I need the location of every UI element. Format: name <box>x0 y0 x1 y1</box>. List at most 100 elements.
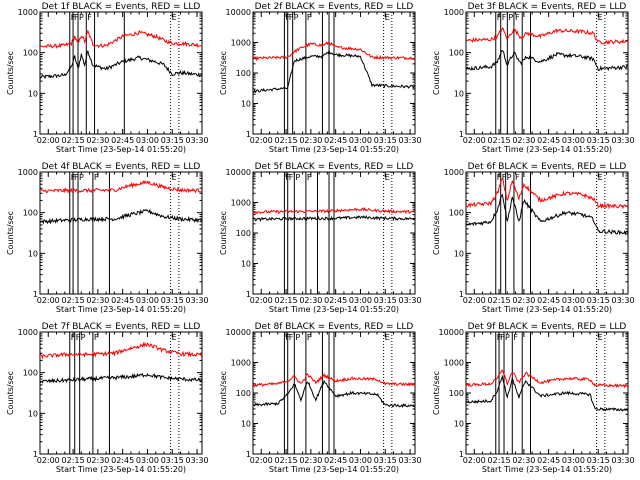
x-tick-label: 02:45 <box>537 296 560 305</box>
x-tick-label: 03:30 <box>186 296 209 305</box>
event-marker-label: E <box>172 13 177 22</box>
x-axis-title: Start Time (23-Sep-14 01:55:20) <box>482 145 612 154</box>
chart-panel-5: Det 5f BLACK = Events, RED = LLD 1 10 100 10… <box>219 162 422 314</box>
x-tick-label: 02:30 <box>512 136 535 145</box>
event-marker-label: P <box>79 173 84 182</box>
series-line-lld <box>253 41 415 62</box>
x-tick-label: 03:15 <box>161 296 184 305</box>
x-axis-title: Start Time (23-Sep-14 01:55:20) <box>269 465 399 474</box>
series-line-lld <box>253 372 415 388</box>
y-tick-label: 10000 <box>226 8 251 17</box>
x-tick-label: 02:00 <box>37 296 60 305</box>
x-tick-label: 02:15 <box>488 296 511 305</box>
y-tick-label: 1000 <box>444 168 464 177</box>
y-tick-label: 10000 <box>226 168 251 177</box>
series-line-lld <box>40 341 202 360</box>
series-line-events <box>466 374 628 412</box>
series-line-events <box>253 215 415 222</box>
x-tick-label: 03:30 <box>612 456 635 465</box>
x-tick-label: 03:00 <box>136 456 159 465</box>
event-marker-label: F <box>76 333 81 342</box>
y-tick-label: 1000 <box>18 168 38 177</box>
event-marker-label: F <box>497 13 502 22</box>
event-marker-label: E <box>385 333 390 342</box>
x-tick-label: 02:30 <box>512 456 535 465</box>
chart-title: Det 8f BLACK = Events, RED = LLD <box>255 322 414 332</box>
event-marker-label: F <box>502 13 507 22</box>
y-tick-label: 10 <box>28 409 38 418</box>
y-tick-label: 100 <box>23 369 38 378</box>
y-tick-label: 1000 <box>444 359 464 368</box>
y-tick-label: 1 <box>33 290 38 299</box>
x-tick-label: 03:00 <box>136 296 159 305</box>
event-marker-label: F <box>94 333 99 342</box>
chart-panel-1: Det 1f BLACK = Events, RED = LLD 1 10 100 10… <box>6 2 209 154</box>
event-marker-label: F <box>289 13 294 22</box>
plot-frame <box>465 11 629 135</box>
x-tick-label: 02:00 <box>463 456 486 465</box>
event-marker-label: F <box>307 173 312 182</box>
y-tick-label: 100 <box>23 209 38 218</box>
x-tick-label: 02:45 <box>537 136 560 145</box>
chart-title: Det 1f BLACK = Events, RED = LLD <box>42 2 201 12</box>
y-tick-label: 1 <box>246 450 251 459</box>
series-line-events <box>253 379 415 409</box>
series-line-lld <box>466 177 628 210</box>
y-tick-label: 1 <box>459 450 464 459</box>
y-axis-title: Counts/sec <box>219 211 228 255</box>
x-tick-label: 02:15 <box>275 456 298 465</box>
plot-frame <box>39 331 203 455</box>
y-tick-label: 1 <box>33 450 38 459</box>
chart-title: Det 7f BLACK = Events, RED = LLD <box>42 322 201 332</box>
event-marker-label: F <box>289 333 294 342</box>
chart-title: Det 4f BLACK = Events, RED = LLD <box>42 162 201 172</box>
x-tick-label: 03:30 <box>612 136 635 145</box>
x-axis-title: Start Time (23-Sep-14 01:55:20) <box>56 465 186 474</box>
x-tick-label: 02:15 <box>488 456 511 465</box>
x-tick-label: 02:15 <box>275 296 298 305</box>
x-tick-label: 03:15 <box>374 456 397 465</box>
plot-frame <box>39 171 203 295</box>
y-tick-label: 10 <box>454 89 464 98</box>
plot-frame <box>465 171 629 295</box>
x-axis-title: Start Time (23-Sep-14 01:55:20) <box>269 305 399 314</box>
x-tick-label: 03:00 <box>136 136 159 145</box>
plot-frame <box>39 11 203 135</box>
x-tick-label: 03:15 <box>161 136 184 145</box>
x-tick-label: 03:15 <box>587 136 610 145</box>
event-marker-label: F <box>515 173 520 182</box>
event-marker-label: F <box>74 173 79 182</box>
y-axis-title: Counts/sec <box>219 51 228 95</box>
x-axis-title: Start Time (23-Sep-14 01:55:20) <box>56 145 186 154</box>
chart-panel-8: Det 8f BLACK = Events, RED = LLD 1 10 100 10… <box>219 322 422 474</box>
plot-frame <box>465 331 629 455</box>
y-tick-label: 100 <box>449 49 464 58</box>
x-axis-title: Start Time (23-Sep-14 01:55:20) <box>269 145 399 154</box>
y-tick-label: 1000 <box>231 39 251 48</box>
x-tick-label: 02:00 <box>250 456 273 465</box>
y-tick-label: 10 <box>454 420 464 429</box>
x-tick-label: 02:45 <box>324 296 347 305</box>
y-tick-label: 1 <box>246 130 251 139</box>
x-tick-label: 03:00 <box>562 296 585 305</box>
event-marker-label: F <box>502 173 507 182</box>
x-tick-label: 03:00 <box>562 136 585 145</box>
y-axis-title: Counts/sec <box>6 371 15 415</box>
x-tick-label: 03:15 <box>587 456 610 465</box>
event-marker-label: E <box>598 333 603 342</box>
x-tick-label: 02:15 <box>275 136 298 145</box>
event-marker-label: P <box>295 173 300 182</box>
x-tick-label: 02:15 <box>488 136 511 145</box>
event-marker-label: F <box>515 13 520 22</box>
x-tick-label: 03:00 <box>349 136 372 145</box>
x-tick-label: 02:30 <box>86 456 109 465</box>
x-tick-label: 02:45 <box>324 456 347 465</box>
event-marker-label: F <box>87 13 92 22</box>
y-axis-title: Counts/sec <box>6 211 15 255</box>
x-tick-label: 02:45 <box>537 456 560 465</box>
x-tick-label: 02:30 <box>299 136 322 145</box>
y-tick-label: 1000 <box>231 359 251 368</box>
chart-panel-6: Det 6f BLACK = Events, RED = LLD 1 10 100 10… <box>432 162 635 314</box>
y-tick-label: 10 <box>28 249 38 258</box>
x-axis-title: Start Time (23-Sep-14 01:55:20) <box>482 305 612 314</box>
